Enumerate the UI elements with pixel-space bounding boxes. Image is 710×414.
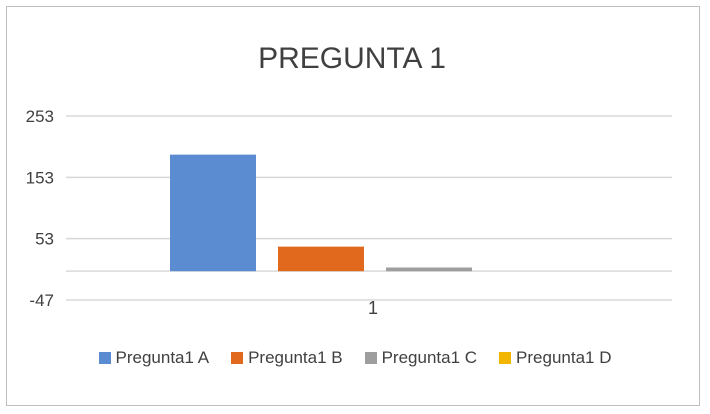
bar-pregunta1-c [386,267,472,272]
bar-pregunta1-a [170,154,256,272]
chart-frame [6,6,700,406]
legend-item: Pregunta1 D [499,348,612,368]
legend-label: Pregunta1 C [381,348,478,367]
legend-item: Pregunta1 C [364,348,478,368]
x-category-label: 1 [368,298,378,318]
y-tick-label: -47 [29,291,54,310]
y-tick-label: 253 [26,107,54,126]
legend-item: Pregunta1 B [231,348,343,368]
legend-swatch [98,352,111,364]
bar-pregunta1-b [278,246,364,272]
chart-title: PREGUNTA 1 [258,42,446,75]
legend-label: Pregunta1 B [248,348,343,367]
y-tick-label: 53 [35,230,54,249]
legend-label: Pregunta1 A [115,348,210,367]
legend-swatch [231,352,244,364]
legend-label: Pregunta1 D [516,348,612,367]
legend: Pregunta1 A Pregunta1 B Pregunta1 C Pregunt… [0,348,710,368]
legend-swatch [499,352,512,364]
legend-swatch [364,352,377,364]
legend-item: Pregunta1 A [98,348,210,368]
y-tick-label: 153 [26,168,54,187]
